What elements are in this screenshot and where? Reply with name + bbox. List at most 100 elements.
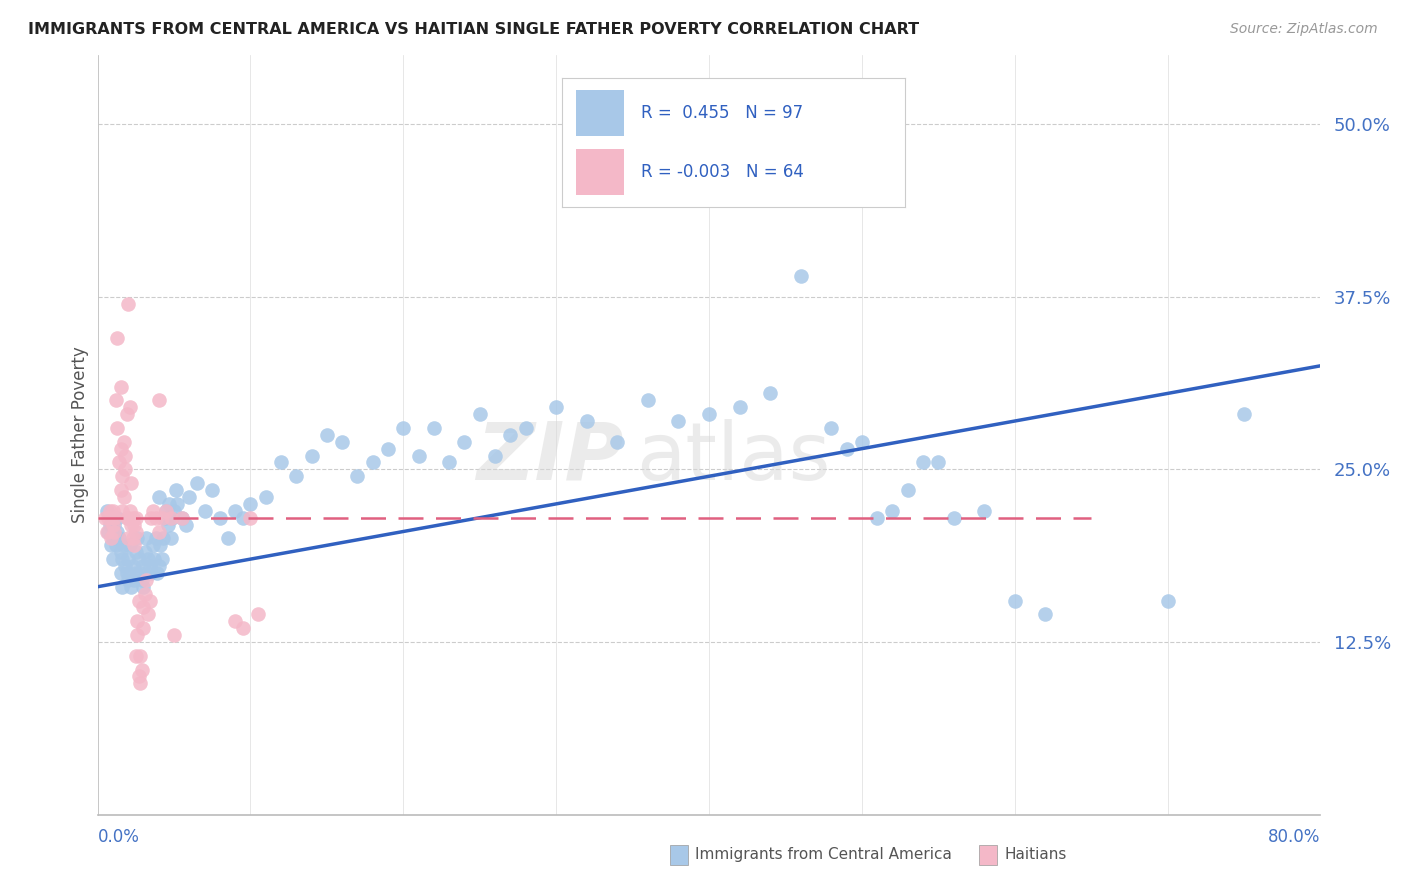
Point <box>759 386 782 401</box>
Point <box>156 517 179 532</box>
Point <box>270 455 292 469</box>
Point <box>217 532 239 546</box>
Point <box>377 442 399 456</box>
Point <box>546 401 568 415</box>
Point <box>973 504 995 518</box>
Text: 80.0%: 80.0% <box>1268 828 1320 846</box>
Point <box>174 517 197 532</box>
Point <box>110 566 132 580</box>
Point <box>942 510 965 524</box>
Point <box>1233 407 1256 421</box>
Point <box>107 524 129 539</box>
Point <box>131 573 153 587</box>
Point <box>148 559 170 574</box>
Point <box>927 455 949 469</box>
Point <box>121 532 143 546</box>
Point <box>103 517 125 532</box>
Point <box>150 552 173 566</box>
Point <box>96 504 118 518</box>
Point <box>143 552 166 566</box>
Point <box>239 510 262 524</box>
Point <box>162 510 184 524</box>
Point <box>408 449 430 463</box>
Point <box>142 538 165 552</box>
Point <box>115 407 138 421</box>
Point <box>103 524 125 539</box>
Point <box>128 593 150 607</box>
Point <box>170 510 193 524</box>
Point <box>148 524 170 539</box>
Point <box>134 587 156 601</box>
Point <box>155 504 177 518</box>
Point <box>101 517 124 532</box>
Point <box>153 510 176 524</box>
Point <box>100 532 122 546</box>
Point <box>114 462 136 476</box>
Point <box>118 538 141 552</box>
Point <box>775 159 797 173</box>
Point <box>637 393 659 408</box>
Point <box>361 455 384 469</box>
Point <box>606 434 628 449</box>
Point <box>127 628 149 642</box>
Point <box>155 504 177 518</box>
Point <box>515 421 537 435</box>
Point <box>110 442 132 456</box>
Point <box>132 621 155 635</box>
Text: Haitians: Haitians <box>1004 847 1067 863</box>
Point <box>148 393 170 408</box>
Point <box>499 427 522 442</box>
Point <box>160 532 183 546</box>
Point <box>120 517 142 532</box>
Point <box>138 593 160 607</box>
Point <box>125 524 148 539</box>
Point <box>122 573 145 587</box>
Point <box>104 538 127 552</box>
Point <box>135 532 157 546</box>
Point <box>149 538 172 552</box>
Point <box>114 559 136 574</box>
Point <box>103 510 125 524</box>
Point <box>789 268 811 283</box>
Point <box>157 497 180 511</box>
Point <box>127 614 149 628</box>
Point <box>142 504 165 518</box>
Point <box>697 407 720 421</box>
Point <box>254 490 277 504</box>
Point <box>129 648 152 663</box>
Text: ZIP: ZIP <box>477 418 623 497</box>
Point <box>94 510 117 524</box>
Point <box>866 510 889 524</box>
Point <box>97 524 120 539</box>
Point <box>208 510 231 524</box>
Point <box>118 504 141 518</box>
Point <box>911 455 934 469</box>
Point <box>163 628 186 642</box>
Point <box>132 580 155 594</box>
Point <box>127 532 149 546</box>
Point <box>112 490 135 504</box>
Point <box>346 469 368 483</box>
Point <box>152 532 174 546</box>
Point <box>575 414 598 428</box>
Point <box>115 510 138 524</box>
Point <box>484 449 506 463</box>
Point <box>111 580 134 594</box>
Point <box>148 490 170 504</box>
Point <box>101 532 124 546</box>
Text: Immigrants from Central America: Immigrants from Central America <box>695 847 952 863</box>
Point <box>201 483 224 497</box>
Point <box>285 469 308 483</box>
Point <box>117 296 139 310</box>
Point <box>122 517 145 532</box>
Point <box>121 559 143 574</box>
Text: Source: ZipAtlas.com: Source: ZipAtlas.com <box>1230 22 1378 37</box>
Point <box>179 490 201 504</box>
Point <box>423 421 446 435</box>
Point <box>121 510 143 524</box>
Point <box>101 552 124 566</box>
Point <box>194 504 217 518</box>
Point <box>107 421 129 435</box>
Point <box>115 566 138 580</box>
Point <box>392 421 415 435</box>
